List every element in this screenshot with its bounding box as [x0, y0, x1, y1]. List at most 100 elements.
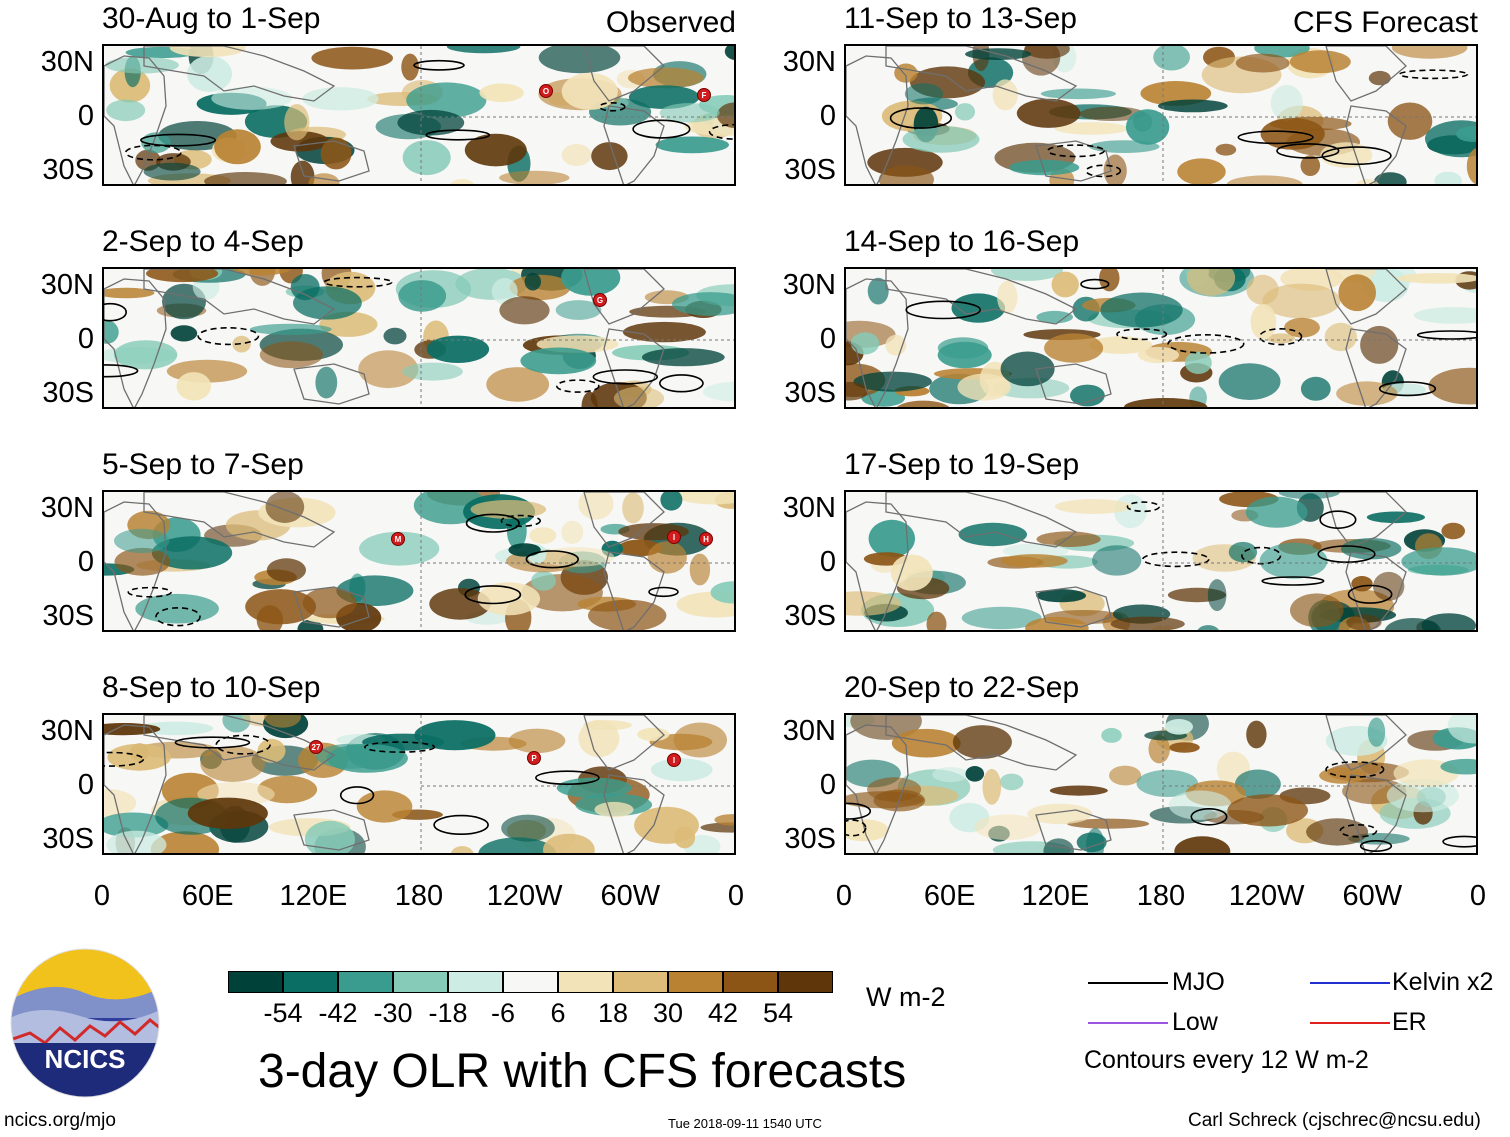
olr-anomaly-patch: [499, 296, 550, 325]
storm-marker: [309, 740, 323, 754]
olr-anomaly-patch: [622, 492, 644, 524]
lon-tick-label: 0: [835, 880, 853, 912]
olr-anomaly-patch: [302, 87, 379, 111]
olr-anomaly-patch: [311, 46, 393, 70]
olr-anomaly-patch: [1040, 88, 1116, 100]
olr-anomaly-patch: [249, 323, 332, 335]
olr-anomaly-patch: [204, 172, 287, 184]
lat-tick-label: 30N: [782, 715, 836, 747]
lat-tick-label: 30N: [782, 492, 836, 524]
mjo-contour: [659, 374, 704, 393]
olr-anomaly-patch: [508, 543, 541, 557]
olr-anomaly-patch: [1148, 734, 1170, 764]
colorbar-swatch: [283, 971, 338, 993]
ncics-logo: NCICS: [10, 948, 160, 1098]
olr-anomaly-patch: [114, 528, 170, 553]
olr-anomaly-patch: [1324, 322, 1357, 352]
olr-anomaly-patch: [1289, 50, 1351, 74]
olr-anomaly-patch: [1366, 511, 1425, 524]
lat-tick-label: 30N: [40, 46, 94, 78]
olr-anomaly-patch: [397, 109, 465, 136]
olr-anomaly-patch: [1109, 765, 1142, 786]
lat-tick-label: 30N: [40, 492, 94, 524]
lat-tick-label: 30N: [782, 269, 836, 301]
colorbar-swatch: [723, 971, 778, 993]
mjo-contour: [632, 119, 691, 139]
coastline: [885, 46, 1078, 102]
olr-anomaly-patch: [628, 67, 704, 89]
olr-anomaly-patch: [1351, 576, 1373, 592]
olr-anomaly-patch: [176, 372, 212, 401]
lat-tick-label: 30N: [782, 46, 836, 78]
olr-anomaly-patch: [1384, 618, 1442, 630]
olr-anomaly-patch: [867, 277, 889, 305]
olr-anomaly-patch: [1235, 53, 1290, 73]
lon-tick-label: 120E: [279, 880, 348, 912]
olr-anomaly-patch: [1101, 727, 1122, 743]
olr-map-panel: [844, 713, 1478, 855]
olr-anomaly-patch: [446, 46, 521, 54]
mjo-contour: [555, 379, 600, 393]
olr-anomaly-patch: [1228, 541, 1258, 563]
mjo-contour: [1085, 164, 1122, 178]
mjo-contour: [1190, 808, 1228, 826]
olr-anomaly-patch: [1440, 758, 1476, 775]
olr-anomaly-patch: [107, 743, 171, 771]
coastline: [104, 724, 167, 853]
coastline: [1345, 774, 1407, 853]
coastline: [583, 715, 665, 771]
footer-url[interactable]: ncics.org/mjo: [4, 1110, 116, 1131]
olr-anomaly-patch: [1246, 720, 1267, 749]
lat-tick-label: 30S: [784, 154, 836, 186]
coastline: [1035, 809, 1112, 851]
olr-anomaly-patch: [1226, 175, 1303, 184]
olr-anomaly-patch: [655, 136, 729, 154]
olr-anomaly-patch: [1177, 158, 1226, 184]
coastline: [1345, 551, 1407, 630]
coastline: [1325, 46, 1407, 102]
lat-tick-label: 30N: [40, 269, 94, 301]
olr-anomaly-patch: [256, 605, 284, 630]
olr-anomaly-patch: [1124, 398, 1208, 407]
olr-anomaly-patch: [1184, 351, 1212, 374]
olr-anomaly-patch: [714, 814, 734, 826]
olr-anomaly-patch: [1218, 363, 1281, 400]
forecast-label: CFS Forecast: [1292, 6, 1478, 39]
olr-anomaly-patch: [961, 606, 1042, 630]
olr-anomaly-patch: [259, 341, 323, 369]
olr-anomaly-patch: [113, 340, 178, 370]
storm-marker: [699, 532, 713, 546]
olr-anomaly-patch: [316, 743, 386, 769]
coastline: [846, 55, 909, 184]
mjo-contour: [500, 514, 541, 528]
olr-anomaly-patch: [999, 773, 1024, 791]
mjo-contour: [323, 276, 393, 288]
olr-anomaly-patch: [1137, 346, 1180, 364]
olr-anomaly-patch: [1136, 769, 1199, 797]
olr-anomaly-patch: [302, 587, 357, 619]
mjo-contour: [1080, 278, 1110, 290]
colorbar-tick-label: -42: [318, 998, 358, 1028]
panel-title: 2-Sep to 4-Sep: [102, 225, 304, 258]
coastline: [143, 46, 336, 102]
olr-anomaly-patch: [710, 581, 734, 604]
storm-marker: [667, 753, 681, 767]
colorbar-swatch: [668, 971, 723, 993]
storm-label: I: [673, 533, 675, 542]
olr-anomaly-patch: [1278, 492, 1340, 500]
olr-anomaly-patch: [716, 102, 734, 129]
olr-anomaly-patch: [1266, 333, 1295, 344]
mjo-contour: [1416, 330, 1476, 340]
olr-anomaly-patch: [264, 715, 301, 728]
olr-anomaly-patch: [187, 797, 268, 829]
olr-anomaly-patch: [1456, 126, 1476, 142]
mjo-contour: [846, 819, 867, 837]
lat-tick-label: 30S: [42, 154, 94, 186]
olr-anomaly-patch: [383, 327, 407, 345]
olr-anomaly-patch: [1103, 154, 1127, 184]
olr-anomaly-patch: [1055, 499, 1132, 514]
mjo-contour: [140, 133, 217, 147]
mjo-contour: [464, 585, 522, 605]
coastline: [603, 328, 665, 407]
olr-anomaly-patch: [581, 391, 598, 407]
